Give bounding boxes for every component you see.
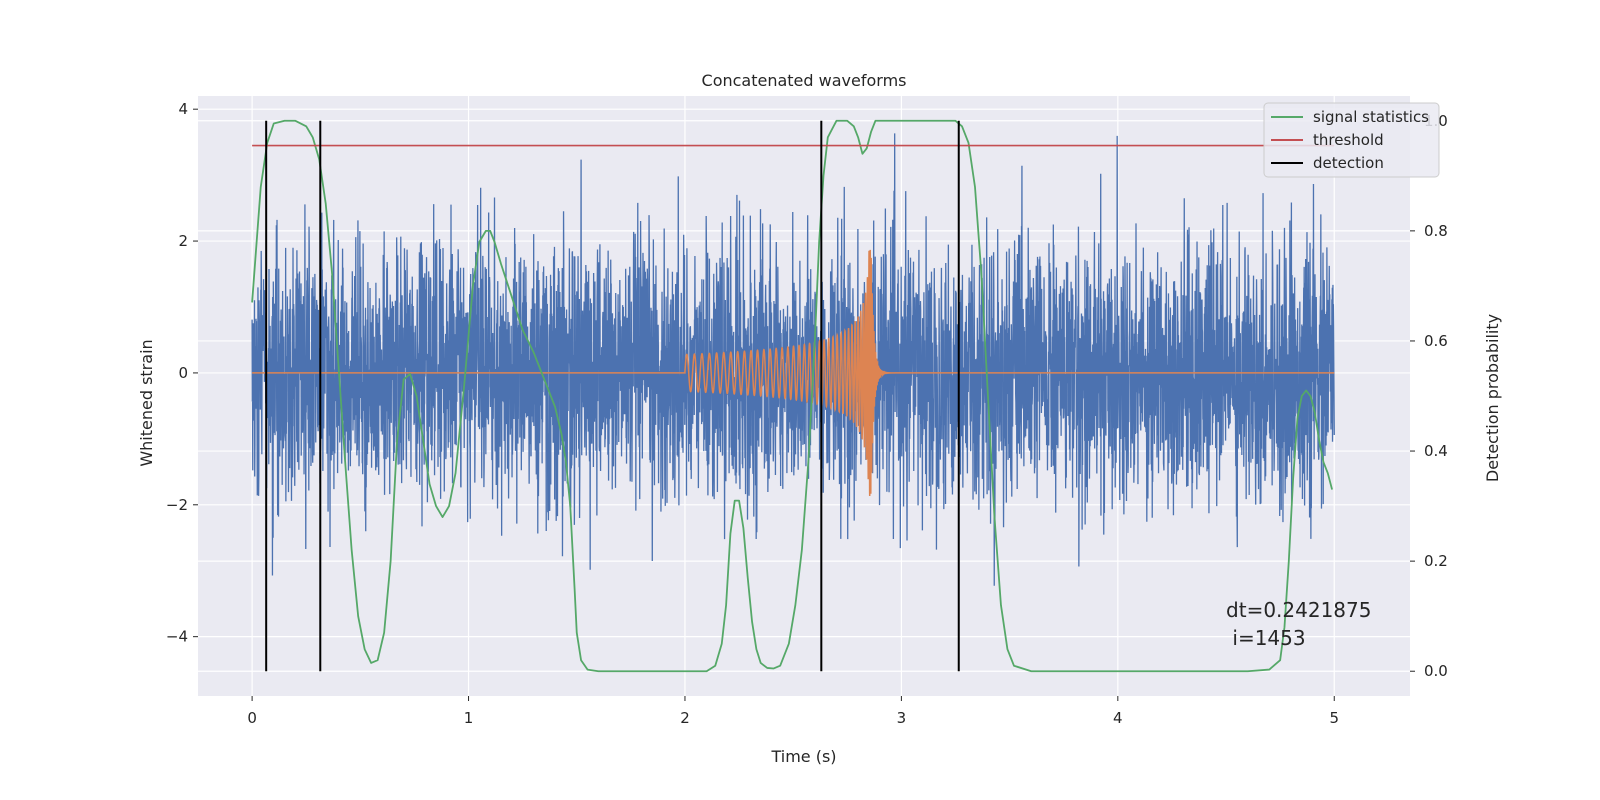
- y-tick-label: 0: [178, 364, 188, 382]
- x-axis-label: Time (s): [770, 747, 836, 766]
- y2-tick-label: 0.0: [1424, 662, 1448, 680]
- x-tick-label: 1: [464, 709, 474, 727]
- y2-tick-label: 0.6: [1424, 332, 1448, 350]
- x-tick-label: 4: [1113, 709, 1123, 727]
- detection-series: [265, 120, 960, 672]
- legend-box: [1263, 102, 1440, 178]
- y-axis-label: Whitened strain: [137, 339, 156, 466]
- signal-statistics-series: [251, 119, 1333, 673]
- x-tick-label: 2: [680, 709, 690, 727]
- annotation-dt: dt=0.2421875: [1226, 598, 1371, 622]
- x-tick-label: 5: [1329, 709, 1339, 727]
- y2-tick-label: 0.4: [1424, 442, 1448, 460]
- y2-axis-label: Detection probability: [1483, 314, 1502, 482]
- annotation-index: i=1453: [1226, 626, 1306, 650]
- legend: signal statistics threshold detection: [1263, 102, 1440, 178]
- chart-title: Concatenated waveforms: [702, 71, 907, 90]
- y-tick-label: −2: [166, 496, 188, 514]
- template-chirp-series: [252, 249, 1335, 497]
- y-tick-label: 4: [178, 100, 188, 118]
- y-tick-label: 2: [178, 232, 188, 250]
- y2-tick-label: 0.8: [1424, 222, 1448, 240]
- legend-label-threshold: threshold: [1313, 131, 1384, 149]
- legend-label-signal-statistics: signal statistics: [1313, 108, 1429, 126]
- template-chirp-line: [252, 249, 1335, 497]
- y2-tick-label: 0.2: [1424, 552, 1448, 570]
- signal-statistics-line: [251, 119, 1333, 673]
- y-tick-label: −4: [166, 628, 188, 646]
- x-tick-label: 3: [897, 709, 907, 727]
- strain-noise-line: [251, 133, 1335, 586]
- strain-noise-series: [251, 133, 1335, 586]
- x-tick-label: 0: [247, 709, 257, 727]
- legend-label-detection: detection: [1313, 154, 1384, 172]
- grid-lines: [198, 96, 1410, 696]
